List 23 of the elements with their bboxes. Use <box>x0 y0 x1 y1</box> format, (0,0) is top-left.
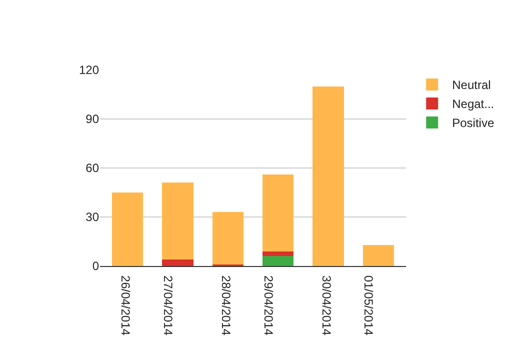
legend-label: Neutral <box>452 78 491 92</box>
x-tick-label: 29/04/2014 <box>261 275 276 336</box>
y-tick-label: 60 <box>86 161 100 176</box>
bar <box>262 251 294 256</box>
legend-label: Positive <box>452 116 494 130</box>
y-tick-label: 90 <box>86 112 100 126</box>
y-tick-label: 0 <box>92 259 100 274</box>
x-tick-label: 26/04/2014 <box>118 275 133 336</box>
x-tick-label: 27/04/2014 <box>160 275 175 336</box>
x-tick-label: 30/04/2014 <box>319 275 334 336</box>
bar <box>312 86 344 266</box>
x-tick-label: 28/04/2014 <box>218 275 233 336</box>
y-tick-label: 30 <box>86 210 100 224</box>
bar <box>262 174 294 252</box>
legend-label: Negat... <box>452 97 494 112</box>
bar <box>112 192 144 266</box>
bar <box>212 212 244 264</box>
bar <box>262 256 294 266</box>
x-tick-label: 01/05/2014 <box>362 275 376 336</box>
y-tick-label: 120 <box>78 63 100 78</box>
bar <box>362 244 394 266</box>
bar <box>162 259 194 266</box>
bar <box>162 182 194 260</box>
